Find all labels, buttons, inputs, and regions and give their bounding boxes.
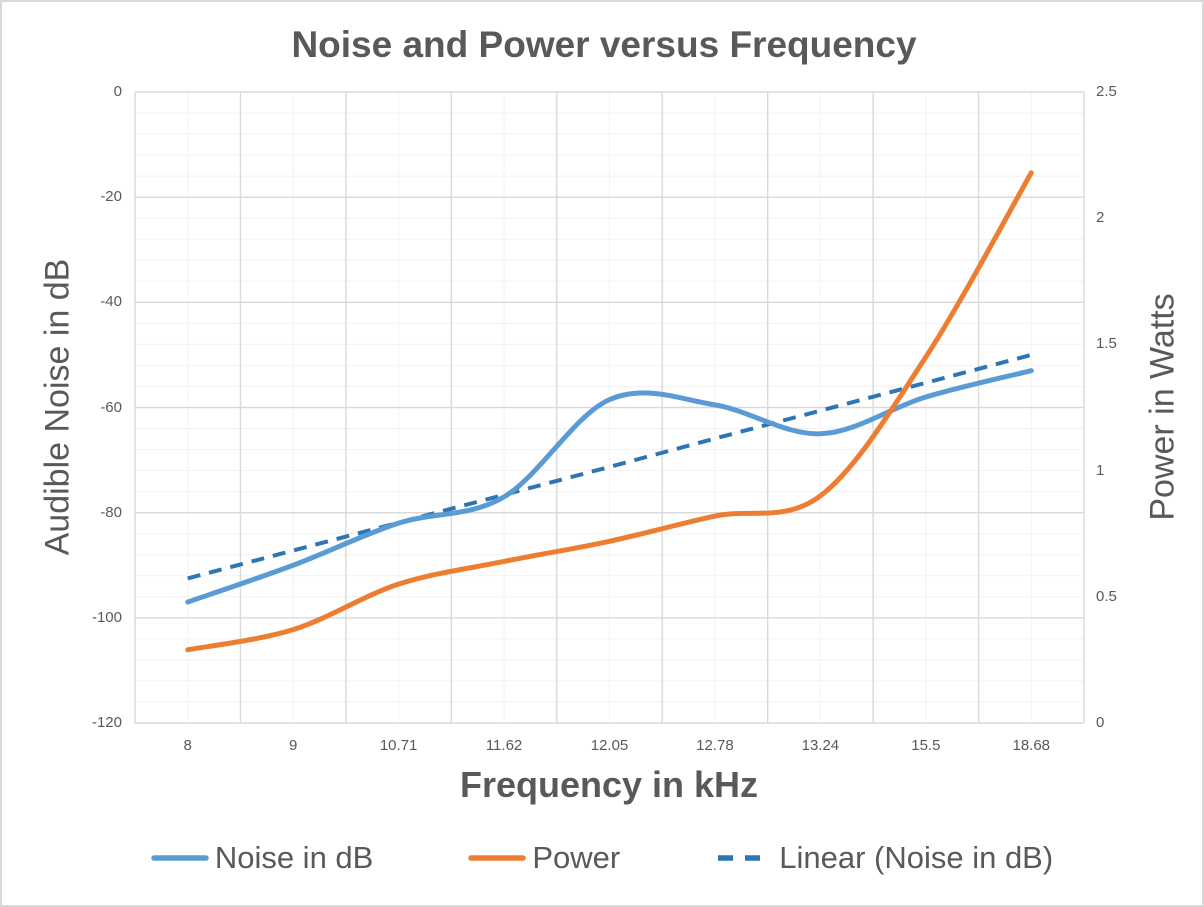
x-tick-label: 12.05 — [590, 737, 629, 754]
legend-label: Power — [532, 840, 621, 875]
plot-area — [134, 91, 1085, 724]
x-tick-label: 11.62 — [485, 737, 523, 754]
right-axis-title: Power in Watts — [1143, 293, 1182, 521]
legend-line-swatch — [468, 855, 527, 861]
y-right-tick-label: 2 — [1096, 209, 1105, 227]
x-tick-label: 8 — [183, 737, 192, 754]
y-left-tick-label: -100 — [91, 608, 122, 626]
y-left-tick-label: -80 — [100, 503, 122, 521]
y-left-tick-label: 0 — [113, 83, 122, 100]
series-line-power — [185, 170, 1034, 653]
chart-title: Noise and Power versus Frequency — [291, 24, 917, 65]
y-left-tick-label: -120 — [91, 714, 122, 731]
x-tick-label: 18.68 — [1012, 737, 1051, 754]
y-right-tick-label: 1 — [1096, 461, 1105, 479]
legend-dashed-line-swatch — [718, 855, 771, 861]
x-axis-title: Frequency in kHz — [459, 764, 759, 805]
legend-label: Linear (Noise in dB) — [779, 840, 1054, 875]
y-left-tick-label: -20 — [100, 188, 122, 206]
x-tick-label: 10.71 — [379, 737, 418, 754]
y-right-tick-label: 2.5 — [1096, 83, 1117, 100]
legend-line-swatch — [151, 855, 209, 861]
x-tick-label: 13.24 — [801, 737, 840, 754]
legend: Noise in dB Power Linear (Noise in dB) — [2, 840, 1202, 876]
x-tick-label: 9 — [288, 737, 298, 754]
legend-label: Noise in dB — [214, 840, 374, 875]
legend-item-power: Power — [468, 840, 620, 876]
y-right-tick-label: 0.5 — [1096, 587, 1117, 605]
legend-item-noise-in-db: Noise in dB — [151, 840, 374, 876]
y-right-tick-label: 1.5 — [1096, 335, 1117, 353]
series-line-linear-noise-in-db — [187, 352, 1032, 581]
y-left-tick-label: -60 — [100, 398, 122, 416]
x-tick-label: 12.78 — [696, 737, 734, 754]
y-right-tick-label: 0 — [1096, 714, 1105, 731]
y-left-tick-label: -40 — [100, 293, 122, 311]
x-tick-label: 15.5 — [911, 737, 941, 754]
legend-item-linear-noise-in-db: Linear (Noise in dB) — [715, 840, 1053, 876]
